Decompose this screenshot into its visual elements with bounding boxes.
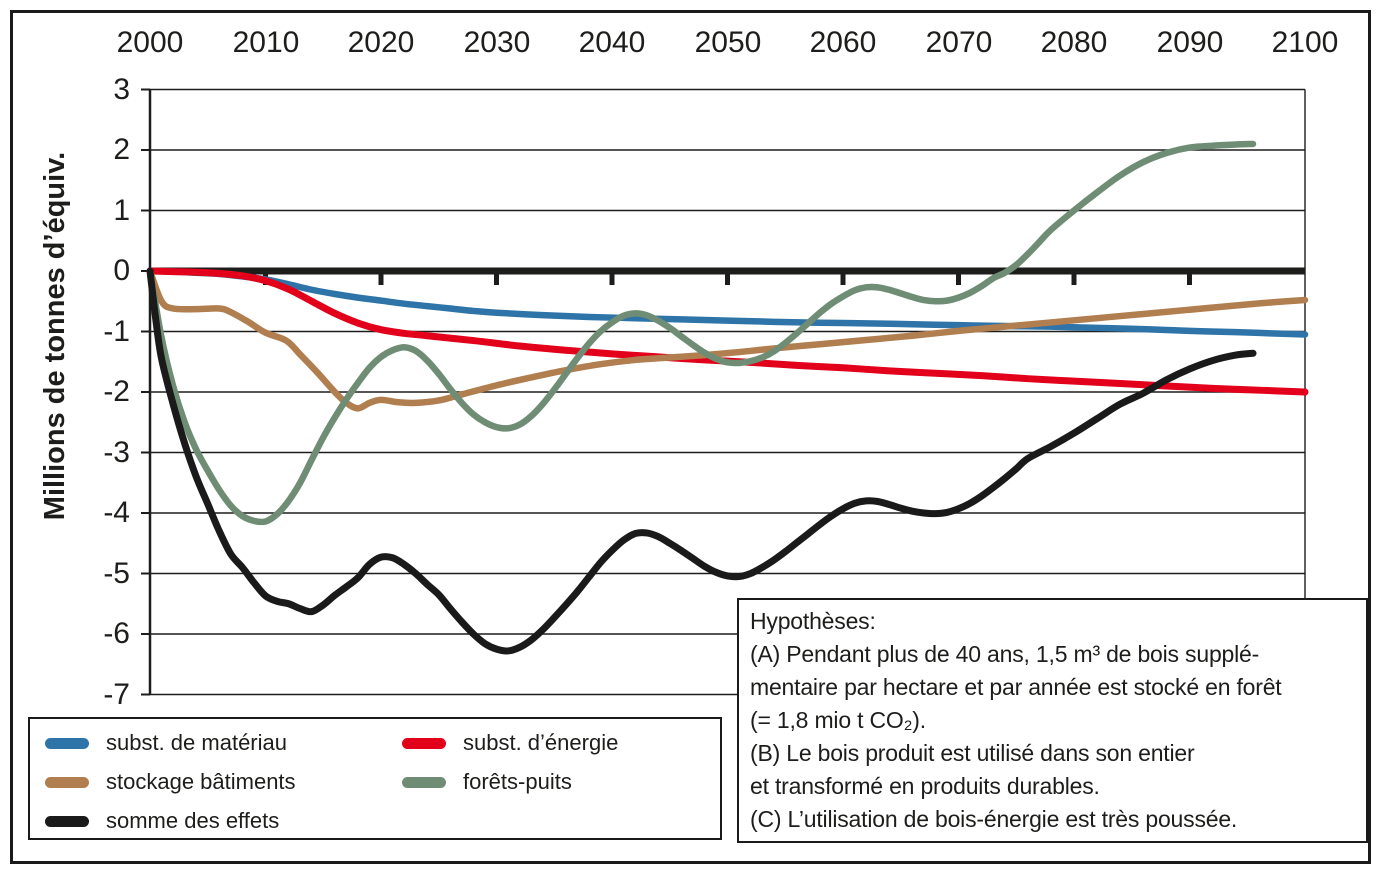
legend-label-stockage-batiments: stockage bâtiments [106, 769, 296, 794]
zero-line-tick-2060 [840, 267, 846, 285]
zero-line-tick-2020 [378, 267, 384, 285]
series-line-stockage-batiments [146, 267, 1309, 412]
zero-line-tick-2050 [725, 267, 730, 285]
zero-line-tick-2090 [1187, 267, 1192, 285]
hypothesis-line-4: (= 1,8 mio t CO₂). [750, 707, 926, 733]
legend-item-subst-de-materiau: subst. de matériau [45, 724, 287, 762]
legend-swatch-somme-des-effets [45, 815, 89, 827]
hypothesis-line-6: et transformé en produits durables. [750, 773, 1100, 799]
series-line-somme-des-effets [146, 267, 1257, 655]
x-tick-label-2040: 2040 [578, 26, 646, 59]
legend-label-subst-de-materiau: subst. de matériau [106, 730, 287, 755]
y-tick-label-m5: -5 [103, 557, 130, 590]
legend-swatch-forets-puits [402, 776, 446, 788]
y-tick-label-m3: -3 [103, 436, 130, 469]
legend-swatch-subst-d-energie [402, 737, 446, 749]
figure-border [10, 10, 1371, 864]
x-tick-label-2010: 2010 [232, 26, 300, 59]
x-tick-label-2080: 2080 [1040, 26, 1108, 59]
hypothesis-line-3: mentaire par hectare et par année est st… [750, 674, 1282, 700]
series-line-subst-d-energie [146, 267, 1309, 396]
x-tick-label-2070: 2070 [925, 26, 993, 59]
y-tick-label-m4: -4 [103, 496, 130, 529]
y-tick-label-0: 0 [113, 254, 130, 287]
x-tick-label-2020: 2020 [347, 26, 415, 59]
y-tick-label-m6: -6 [103, 617, 130, 650]
y-tick-label-m1: -1 [103, 315, 130, 348]
x-tick-label-2100: 2100 [1271, 26, 1339, 59]
hypothesis-line-7: (C) L’utilisation de bois-énergie est tr… [750, 806, 1238, 832]
x-tick-label-2090: 2090 [1156, 26, 1224, 59]
legend-item-somme-des-effets: somme des effets [45, 802, 279, 840]
legend-item-subst-d-energie: subst. d’énergie [402, 724, 618, 762]
series-line-forets-puits [146, 140, 1257, 526]
y-tick-label-2: 2 [113, 133, 130, 166]
zero-line-tick-2040 [609, 267, 615, 285]
legend-swatch-stockage-batiments [45, 776, 89, 788]
y-tick-label-m7: -7 [103, 678, 130, 711]
zero-line-tick-2080 [1071, 267, 1077, 285]
zero-line-tick-2030 [494, 267, 499, 285]
zero-line-tick-2070 [956, 267, 961, 285]
hypothesis-line-2: (A) Pendant plus de 40 ans, 1,5 m³ de bo… [750, 641, 1260, 667]
legend-label-subst-d-energie: subst. d’énergie [463, 730, 619, 755]
hypothesis-line-5: (B) Le bois produit est utilisé dans son… [750, 740, 1195, 766]
x-tick-label-2050: 2050 [694, 26, 762, 59]
legend-label-somme-des-effets: somme des effets [106, 808, 280, 833]
legend-label-forets-puits: forêts-puits [463, 769, 572, 794]
legend-item-stockage-batiments: stockage bâtiments [45, 763, 296, 801]
legend-box: subst. de matériau subst. d’énergie stoc… [28, 717, 722, 840]
y-tick-label-1: 1 [113, 194, 130, 227]
x-tick-label-2030: 2030 [463, 26, 531, 59]
x-tick-label-2060: 2060 [809, 26, 877, 59]
legend-item-forets-puits: forêts-puits [402, 763, 572, 801]
legend-swatch-subst-de-materiau [45, 737, 89, 749]
hypothesis-box: Hypothèses: (A) Pendant plus de 40 ans, … [737, 598, 1368, 843]
hypothesis-line-1: Hypothèses: [750, 608, 876, 634]
y-tick-label-3: 3 [113, 73, 130, 106]
x-tick-label-2000: 2000 [116, 26, 184, 59]
y-tick-label-m2: -2 [103, 375, 130, 408]
